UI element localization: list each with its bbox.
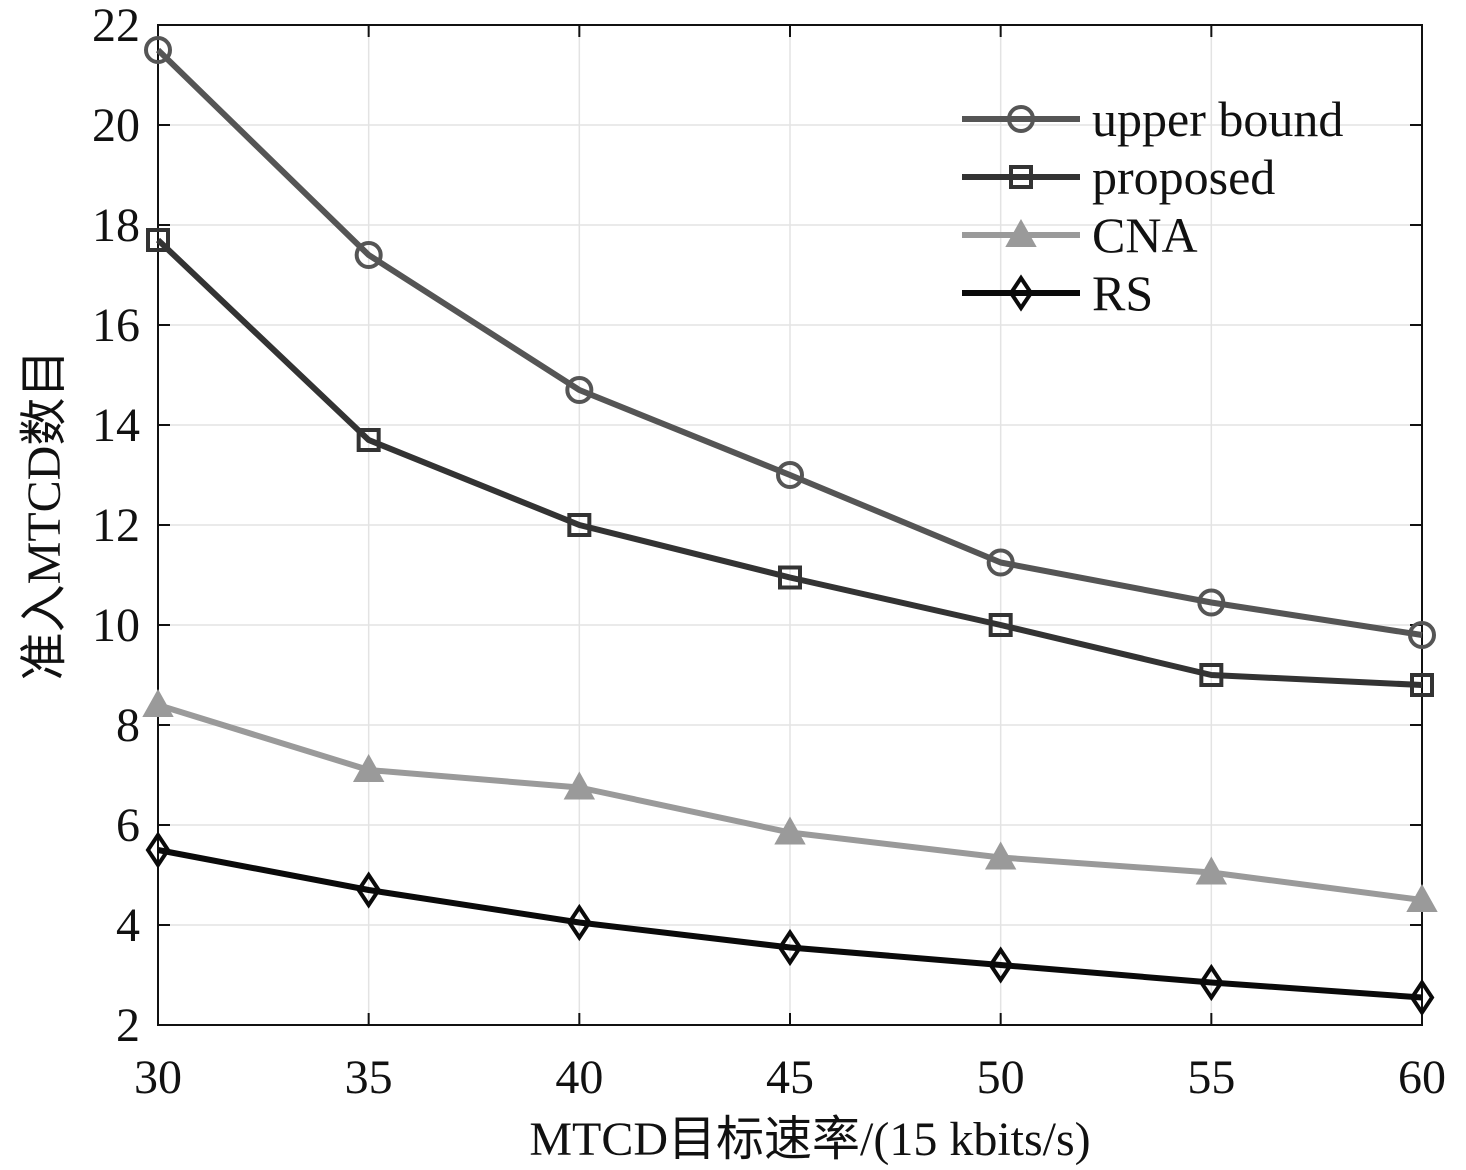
legend-item: CNA: [962, 207, 1198, 263]
legend-label: proposed: [1092, 149, 1275, 205]
circle-marker: [1007, 105, 1035, 133]
square-marker: [1009, 165, 1033, 189]
diamond-marker: [566, 903, 592, 942]
series-line: [155, 237, 1423, 688]
circle-marker: [776, 461, 804, 489]
series-line: [157, 847, 1423, 1001]
legend-item: proposed: [962, 149, 1275, 205]
y-tick-label: 18: [92, 199, 140, 252]
square-marker: [1199, 663, 1224, 687]
axis-ticks: [157, 24, 1423, 1026]
series-RS: [145, 831, 1435, 1017]
square-marker: [988, 613, 1013, 637]
circle-marker: [565, 376, 594, 404]
y-axis-title: 准入MTCD数目: [18, 350, 71, 681]
triangle-marker: [1406, 883, 1438, 912]
triangle-marker: [774, 816, 806, 845]
series-proposed: [146, 228, 1434, 697]
diamond-marker: [356, 871, 382, 909]
triangle-marker: [352, 753, 385, 782]
series: [142, 36, 1438, 1017]
circle-marker: [1408, 621, 1436, 649]
square-marker: [356, 428, 381, 452]
x-tick-label: 35: [345, 1051, 393, 1104]
diamond-marker: [145, 831, 171, 869]
series-line: [155, 47, 1423, 638]
circle-marker: [986, 548, 1015, 577]
y-tick-label: 20: [92, 99, 140, 152]
legend-label: CNA: [1092, 207, 1198, 263]
diamond-marker: [1008, 274, 1034, 312]
legend-label: upper bound: [1092, 91, 1343, 147]
y-tick-label: 6: [116, 799, 140, 852]
y-tick-label: 22: [92, 0, 140, 52]
y-tick-label: 4: [116, 899, 140, 952]
x-axis-title: MTCD目标速率/(15 kbits/s): [529, 1113, 1090, 1166]
circle-marker: [144, 36, 172, 64]
x-tick-label: 45: [766, 1051, 814, 1104]
triangle-marker: [984, 841, 1017, 870]
series-upper-bound: [144, 36, 1436, 649]
diamond-marker: [777, 928, 803, 967]
y-tick-label: 8: [116, 699, 140, 752]
triangle-marker: [142, 688, 174, 717]
tick-labels: 30 35 40 45 50 55 60 2 4 6 8 10 12 14 16 18 20 22: [92, 0, 1446, 1104]
x-tick-label: 55: [1187, 1051, 1235, 1104]
circle-marker: [1197, 588, 1226, 617]
diamond-marker: [988, 946, 1014, 984]
y-tick-label: 16: [92, 299, 140, 352]
diamond-marker: [1198, 963, 1224, 1002]
circle-marker: [354, 241, 383, 269]
y-tick-label: 2: [116, 999, 140, 1052]
x-tick-label: 30: [134, 1051, 182, 1104]
triangle-marker: [1005, 218, 1037, 247]
square-marker: [567, 513, 592, 537]
square-marker: [778, 565, 802, 590]
legend-item: RS: [962, 265, 1153, 321]
series-CNA: [142, 688, 1438, 912]
diamond-marker: [1409, 978, 1435, 1017]
legend-item: upper bound: [962, 91, 1343, 147]
x-tick-label: 50: [977, 1051, 1025, 1104]
triangle-marker: [563, 771, 596, 800]
y-tick-label: 12: [92, 499, 140, 552]
square-marker: [1410, 673, 1434, 697]
triangle-marker: [1195, 856, 1228, 885]
y-tick-label: 10: [92, 599, 140, 652]
legend-label: RS: [1092, 265, 1153, 321]
x-tick-label: 60: [1398, 1051, 1446, 1104]
y-tick-label: 14: [92, 399, 140, 452]
x-tick-label: 40: [555, 1051, 603, 1104]
square-marker: [146, 228, 170, 252]
